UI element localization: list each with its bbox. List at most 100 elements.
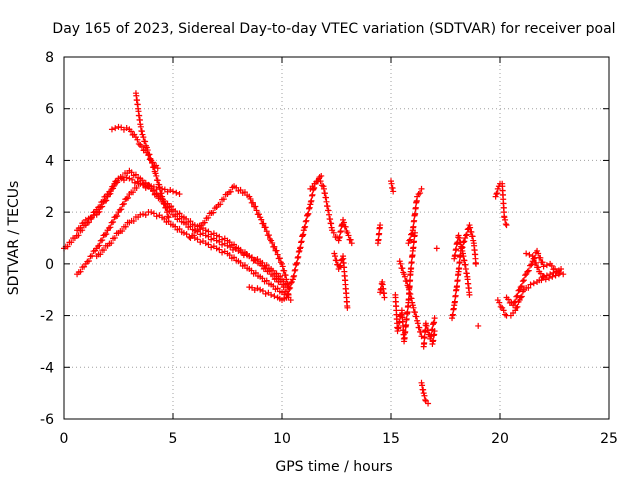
data-point — [153, 172, 160, 179]
data-point — [317, 178, 324, 185]
data-point — [408, 230, 415, 237]
data-point — [197, 231, 204, 238]
data-point — [118, 206, 125, 213]
data-point — [241, 189, 248, 196]
data-point — [202, 240, 209, 247]
y-tick-label: 0 — [45, 257, 54, 273]
data-point — [302, 223, 309, 230]
data-point — [456, 235, 463, 241]
data-point — [82, 216, 89, 223]
data-point — [523, 250, 530, 257]
data-point — [530, 280, 537, 287]
data-point — [148, 183, 155, 190]
data-point — [422, 396, 429, 403]
y-tick-label: 4 — [45, 153, 54, 169]
data-point — [226, 239, 233, 246]
x-tick-labels: 0 5 10 15 20 25 — [60, 431, 618, 447]
data-point — [191, 232, 198, 239]
data-point — [138, 143, 145, 150]
data-point — [505, 296, 512, 303]
data-point — [514, 303, 521, 310]
data-point — [413, 313, 420, 320]
axis-ticks — [63, 56, 610, 420]
data-point — [77, 224, 84, 231]
data-point — [330, 229, 337, 236]
data-point — [95, 209, 102, 216]
data-point — [403, 278, 410, 285]
data-point — [503, 222, 510, 229]
data-point — [406, 286, 413, 293]
data-point — [408, 295, 415, 302]
data-point — [158, 190, 165, 197]
data-point — [285, 290, 292, 297]
data-point — [123, 195, 130, 202]
data-point — [555, 271, 562, 278]
data-point — [340, 219, 347, 226]
data-point — [146, 151, 153, 158]
data-point — [271, 243, 278, 250]
data-point — [540, 263, 547, 270]
data-point — [216, 246, 223, 253]
data-point — [418, 185, 425, 192]
data-point — [233, 184, 240, 191]
data-point — [277, 273, 284, 280]
data-point — [226, 252, 233, 259]
data-point — [101, 198, 108, 205]
data-point — [202, 227, 209, 234]
data-point — [305, 210, 312, 217]
y-tick-label: -2 — [40, 309, 54, 325]
data-point — [237, 186, 244, 193]
data-point — [258, 216, 265, 223]
data-point — [150, 187, 157, 194]
data-point — [463, 231, 470, 238]
data-point — [518, 293, 525, 300]
grid-lines — [64, 57, 609, 419]
data-point — [257, 286, 264, 293]
data-point — [161, 200, 168, 207]
data-point — [134, 136, 141, 143]
data-point — [517, 284, 524, 291]
data-point — [530, 255, 537, 262]
data-point — [95, 243, 102, 250]
data-point — [137, 211, 144, 218]
data-point — [142, 212, 149, 219]
data-point — [304, 211, 311, 218]
data-point — [514, 292, 521, 299]
data-point — [518, 283, 525, 290]
data-point — [284, 280, 291, 287]
data-point — [128, 169, 135, 176]
data-point — [423, 322, 430, 329]
data-point — [263, 277, 270, 284]
data-point — [431, 328, 438, 335]
data-point — [247, 195, 254, 202]
data-point — [246, 284, 253, 291]
data-point — [414, 320, 421, 327]
data-point — [173, 189, 180, 196]
data-point — [548, 262, 555, 269]
data-point — [302, 218, 309, 225]
data-point — [97, 204, 104, 211]
data-point — [103, 231, 110, 238]
data-point — [410, 304, 417, 311]
data-point — [111, 180, 118, 187]
data-point — [119, 201, 126, 208]
data-point — [502, 216, 509, 223]
data-point — [183, 215, 190, 222]
data-point — [111, 214, 118, 221]
data-point — [112, 125, 119, 132]
data-point — [496, 299, 503, 306]
data-point — [133, 184, 140, 191]
data-point — [227, 188, 234, 195]
data-point — [122, 196, 129, 203]
data-point — [397, 260, 404, 267]
data-point — [273, 247, 280, 254]
data-point — [213, 245, 220, 252]
data-point — [108, 219, 115, 226]
data-point — [512, 298, 519, 305]
data-point — [194, 236, 201, 243]
data-point — [231, 254, 238, 261]
data-point — [197, 239, 204, 246]
